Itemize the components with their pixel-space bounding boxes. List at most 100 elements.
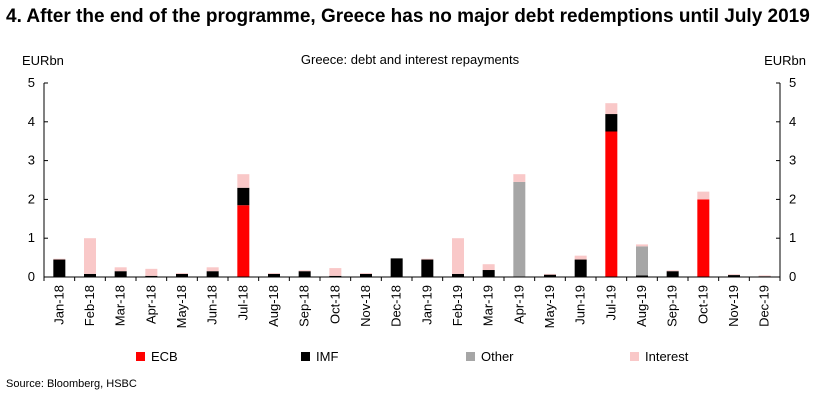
bar-imf-nov-19 xyxy=(728,275,740,277)
bar-imf-sep-18 xyxy=(298,271,311,277)
bar-ecb-oct-19 xyxy=(697,199,710,277)
bar-imf-dec-18 xyxy=(390,258,403,277)
x-tick-label-feb-18: Feb-18 xyxy=(82,285,97,326)
bar-interest-jan-18 xyxy=(53,258,66,260)
x-tick-label-oct-18: Oct-18 xyxy=(327,285,342,324)
bar-interest-may-18 xyxy=(176,273,188,274)
bar-interest-dec-19 xyxy=(758,275,771,277)
bar-imf-jul-19 xyxy=(605,114,618,132)
bar-imf-apr-18 xyxy=(145,275,158,277)
bar-interest-apr-19 xyxy=(513,174,526,182)
x-tick-label-sep-19: Sep-19 xyxy=(665,285,680,327)
legend-swatch-other xyxy=(466,352,475,361)
bar-interest-nov-18 xyxy=(360,273,372,274)
x-tick-label-aug-19: Aug-19 xyxy=(634,285,649,327)
bar-interest-feb-18 xyxy=(84,238,96,274)
bar-imf-nov-18 xyxy=(360,273,372,277)
x-tick-label-apr-19: Apr-19 xyxy=(511,285,526,324)
bar-imf-feb-18 xyxy=(84,273,96,277)
right-y-tick-label: 2 xyxy=(789,191,796,206)
bar-interest-oct-19 xyxy=(697,191,710,200)
x-tick-label-may-18: May-18 xyxy=(174,285,189,328)
bar-group xyxy=(53,103,771,277)
x-tick-label-oct-19: Oct-19 xyxy=(695,285,710,324)
bar-interest-mar-19 xyxy=(482,264,495,271)
bar-interest-jul-18 xyxy=(237,174,250,188)
bar-interest-nov-19 xyxy=(728,274,740,276)
right-y-tick-label: 5 xyxy=(789,75,796,90)
legend-swatch-interest xyxy=(630,352,639,361)
x-tick-label-may-19: May-19 xyxy=(542,285,557,328)
bar-interest-oct-18 xyxy=(329,268,342,276)
bar-imf-aug-19 xyxy=(636,275,648,277)
bar-imf-jun-18 xyxy=(206,271,219,277)
bar-ecb-jul-18 xyxy=(237,205,250,277)
bar-interest-mar-18 xyxy=(114,267,127,272)
bar-interest-sep-18 xyxy=(298,270,311,272)
bar-imf-oct-18 xyxy=(329,275,342,277)
bar-imf-jun-19 xyxy=(574,259,587,277)
bar-interest-jun-18 xyxy=(206,267,219,272)
chart-main-title: 4. After the end of the programme, Greec… xyxy=(6,6,810,27)
bar-interest-aug-19 xyxy=(636,244,648,247)
x-tick-label-jul-19: Jul-19 xyxy=(603,285,618,320)
left-y-tick-label: 4 xyxy=(28,114,35,129)
bar-interest-may-19 xyxy=(544,273,556,275)
bar-interest-jun-19 xyxy=(574,255,587,260)
x-tick-label-jan-18: Jan-18 xyxy=(51,285,66,325)
bar-interest-jul-19 xyxy=(605,103,618,115)
legend-swatch-ecb xyxy=(136,352,145,361)
x-tick-label-jul-18: Jul-18 xyxy=(235,285,250,320)
left-y-tick-label: 2 xyxy=(28,191,35,206)
bar-imf-aug-18 xyxy=(268,273,280,277)
left-y-tick-label: 3 xyxy=(28,153,35,168)
chart-subtitle: Greece: debt and interest repayments xyxy=(301,52,520,67)
bar-imf-mar-19 xyxy=(482,270,495,277)
right-y-tick-label: 4 xyxy=(789,114,796,129)
x-tick-label-jun-18: Jun-18 xyxy=(205,285,220,325)
bar-imf-jan-18 xyxy=(53,259,66,277)
x-tick-label-nov-19: Nov-19 xyxy=(726,285,741,327)
x-tick-label-jan-19: Jan-19 xyxy=(419,285,434,325)
right-axis-unit-label: EURbn xyxy=(764,53,806,68)
bar-interest-aug-18 xyxy=(268,273,280,274)
left-y-tick-label: 1 xyxy=(28,230,35,245)
bar-imf-may-19 xyxy=(544,274,556,277)
x-tick-label-nov-18: Nov-18 xyxy=(358,285,373,327)
right-y-tick-label: 0 xyxy=(789,269,796,284)
x-tick-label-sep-18: Sep-18 xyxy=(297,285,312,327)
bar-other-apr-19 xyxy=(513,181,526,277)
bar-interest-sep-19 xyxy=(666,270,679,272)
source-note: Source: Bloomberg, HSBC xyxy=(6,378,137,390)
legend-group: ECB IMF Other Interest xyxy=(136,349,689,364)
x-tick-label-apr-18: Apr-18 xyxy=(143,285,158,324)
x-tick-label-dec-18: Dec-18 xyxy=(389,285,404,327)
bar-imf-jan-19 xyxy=(421,259,434,277)
bar-interest-feb-19 xyxy=(452,238,464,274)
legend-swatch-imf xyxy=(301,352,310,361)
axes-group: 0 0 1 1 2 2 3 3 4 4 5 5 Jan-18 Feb-18 Mar-18 Apr-18 May-… xyxy=(28,75,796,328)
bar-interest-apr-18 xyxy=(145,268,158,276)
x-tick-label-dec-19: Dec-19 xyxy=(757,285,772,327)
left-axis-unit-label: EURbn xyxy=(22,53,64,68)
legend-label-imf: IMF xyxy=(316,349,338,364)
bar-other-aug-19 xyxy=(636,246,648,276)
x-tick-label-aug-18: Aug-18 xyxy=(266,285,281,327)
x-tick-label-mar-19: Mar-19 xyxy=(481,285,496,326)
legend-label-ecb: ECB xyxy=(151,349,178,364)
bar-ecb-jul-19 xyxy=(605,131,618,277)
left-y-tick-label: 5 xyxy=(28,75,35,90)
x-tick-label-mar-18: Mar-18 xyxy=(113,285,128,326)
left-y-tick-label: 0 xyxy=(28,269,35,284)
bar-interest-jan-19 xyxy=(421,258,434,260)
x-tick-label-feb-19: Feb-19 xyxy=(450,285,465,326)
bar-imf-may-18 xyxy=(176,273,188,277)
legend-label-other: Other xyxy=(481,349,514,364)
bar-imf-feb-19 xyxy=(452,273,464,277)
bar-imf-sep-19 xyxy=(666,271,679,277)
legend-label-interest: Interest xyxy=(645,349,689,364)
bar-imf-jul-18 xyxy=(237,187,250,206)
x-tick-label-jun-19: Jun-19 xyxy=(573,285,588,325)
right-y-tick-label: 3 xyxy=(789,153,796,168)
